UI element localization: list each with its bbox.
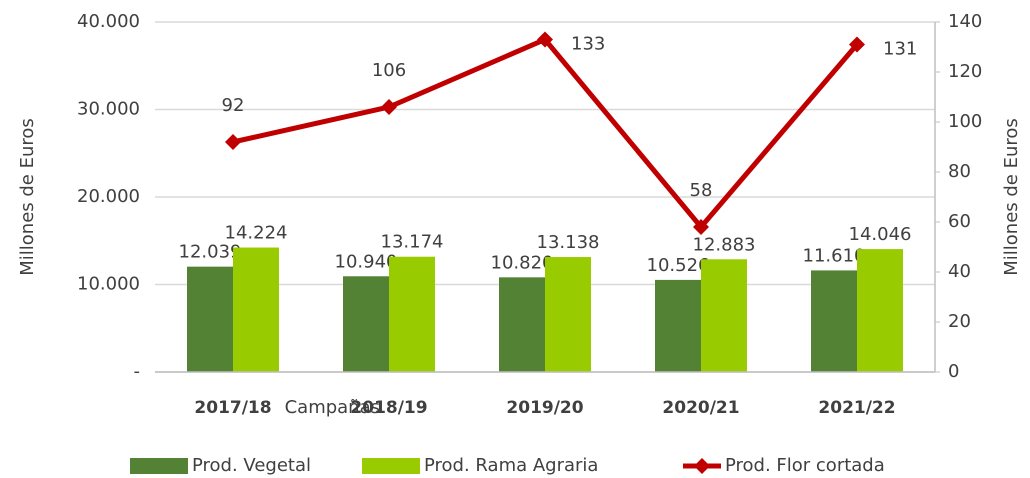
line-marker	[849, 36, 865, 53]
legend-marker	[694, 458, 710, 474]
bar	[545, 257, 591, 372]
bar-value-label: 13.174	[381, 232, 444, 253]
y2-tick-label: 20	[948, 311, 971, 332]
bar-value-label: 12.883	[693, 234, 756, 255]
legend-label: Prod. Rama Agraria	[424, 455, 598, 476]
y-tick-label: 20.000	[77, 186, 140, 207]
legend-swatch	[362, 458, 420, 474]
line-value-label: 133	[571, 34, 605, 55]
bar	[499, 277, 545, 372]
bar-value-label: 10.526	[647, 255, 710, 276]
y2-tick-label: 140	[948, 11, 982, 32]
x-tick-label: 2020/21	[662, 398, 739, 418]
x-tick-label: 2017/18	[194, 398, 271, 418]
bar-value-label: 10.940	[335, 251, 398, 272]
line	[232, 36, 859, 231]
y2-axis-label: Millones de Euros	[1001, 118, 1022, 276]
line-value-label: 106	[372, 60, 406, 81]
bar-value-label: 10.820	[491, 252, 554, 273]
bar	[811, 270, 857, 372]
y-tick-label: 40.000	[77, 11, 140, 32]
y2-tick-label: 120	[948, 61, 982, 82]
x-tick-label: 2018/19	[350, 398, 427, 418]
bar-value-label: 12.039	[179, 242, 242, 263]
y-tick-label: 10.000	[77, 274, 140, 295]
y2-tick-label: 40	[948, 261, 971, 282]
line-marker	[693, 219, 709, 235]
y2-tick-label: 80	[948, 161, 971, 182]
bar	[655, 279, 701, 372]
legend-swatch	[130, 458, 188, 474]
x-axis-label: Campañas	[285, 397, 380, 418]
line-marker	[381, 99, 397, 115]
bar	[389, 256, 435, 372]
line-marker	[225, 134, 241, 150]
y-tick-label: 30.000	[77, 99, 140, 120]
bar-value-label: 11.610	[803, 245, 866, 266]
y2-tick-label: 60	[948, 211, 971, 232]
y2-tick-label: 100	[948, 111, 982, 132]
bar	[343, 276, 389, 372]
x-tick-label: 2019/20	[506, 398, 583, 418]
line-value-label: 131	[883, 39, 917, 60]
y-axis-label: Millones de Euros	[17, 118, 38, 276]
y-tick-label: -	[134, 361, 141, 382]
bar	[187, 266, 233, 372]
bar-value-label: 14.224	[225, 223, 288, 244]
line-value-label: 58	[690, 180, 713, 201]
x-tick-label: 2021/22	[818, 398, 895, 418]
bar	[701, 259, 747, 372]
y2-tick-label: 0	[948, 361, 959, 382]
legend-label: Prod. Flor cortada	[725, 455, 885, 476]
legend-label: Prod. Vegetal	[192, 455, 311, 476]
bar-value-label: 13.138	[537, 232, 600, 253]
line-value-label: 92	[222, 95, 245, 116]
bar	[233, 247, 279, 372]
bar-value-label: 14.046	[849, 224, 912, 245]
line-marker	[537, 31, 553, 48]
bar	[857, 249, 903, 372]
